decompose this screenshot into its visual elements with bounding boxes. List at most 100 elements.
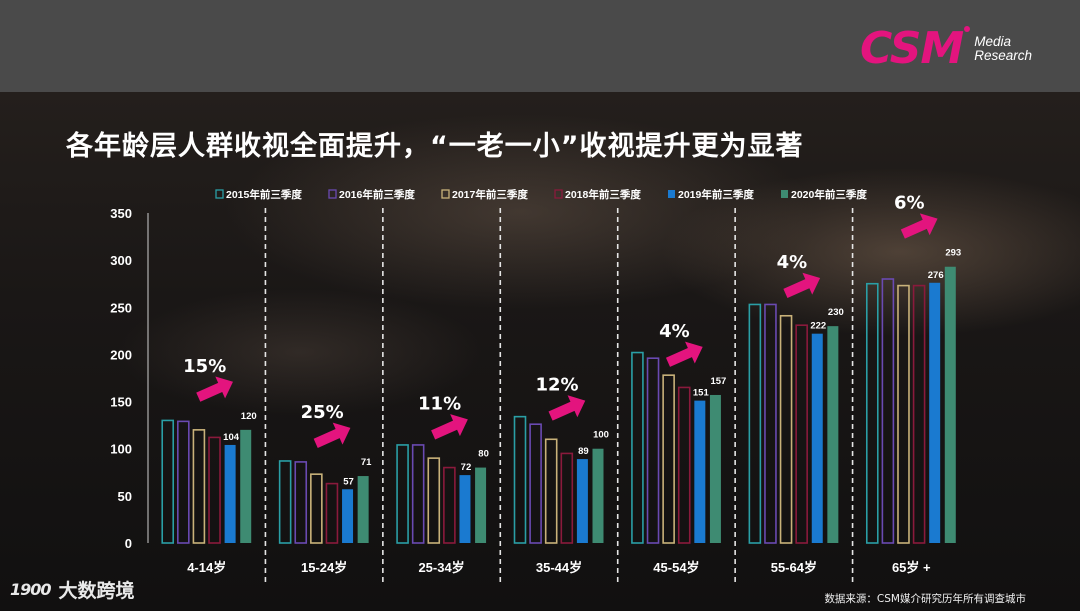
x-category-label: 65岁 + — [892, 560, 931, 575]
bar — [646, 357, 660, 544]
growth-arrow — [900, 213, 938, 239]
bar — [443, 466, 456, 544]
growth-arrow-shape — [548, 395, 586, 421]
bar — [459, 475, 471, 543]
growth-arrow-shape — [313, 422, 351, 448]
data-label-2020: 157 — [710, 376, 726, 387]
bar — [912, 284, 926, 544]
growth-arrow — [313, 422, 351, 448]
growth-arrow — [548, 395, 586, 421]
growth-arrow-shape — [665, 341, 703, 367]
y-tick-label: 200 — [110, 347, 132, 362]
bar — [240, 429, 252, 543]
background-photo — [0, 92, 1080, 611]
growth-arrow — [431, 414, 468, 440]
bar — [529, 423, 542, 544]
page-title: 各年龄层人群收视全面提升，“一老一小”收视提升更为显著 — [66, 131, 804, 162]
data-label-2020: 80 — [478, 449, 489, 460]
data-label-2020: 100 — [593, 430, 609, 441]
logo-mark: CSM — [860, 23, 964, 74]
bar — [310, 473, 323, 544]
bar — [662, 374, 675, 544]
bar — [278, 460, 292, 544]
y-tick-label: 0 — [125, 536, 132, 551]
growth-label: 11% — [418, 394, 461, 415]
bar — [944, 266, 956, 543]
bar — [827, 326, 839, 543]
bar — [631, 351, 644, 544]
data-label-2019: 104 — [223, 432, 240, 443]
bar — [779, 314, 793, 544]
bar — [592, 448, 604, 543]
bar — [357, 476, 369, 543]
y-tick-label: 350 — [110, 206, 132, 221]
logo-line-media: Media — [974, 34, 1011, 49]
legend-swatch — [554, 189, 563, 199]
data-label-2019: 222 — [810, 321, 826, 332]
y-tick-label: 50 — [118, 489, 132, 504]
bar — [427, 457, 441, 544]
x-category-label: 35-44岁 — [536, 560, 582, 575]
data-label-2019: 276 — [928, 270, 944, 281]
bar — [544, 438, 558, 544]
bar — [411, 444, 425, 544]
growth-label: 4% — [659, 321, 690, 342]
data-label-2020: 71 — [361, 457, 372, 468]
bar — [677, 386, 691, 544]
growth-label: 15% — [183, 356, 226, 377]
bar — [161, 419, 175, 544]
bar — [396, 444, 409, 544]
header-bar: CSM Media Research — [0, 0, 1080, 92]
csm-logo: CSM Media Research — [860, 26, 1032, 72]
source-note: 数据来源：CSM媒介研究历年所有调查城市 — [824, 593, 1026, 605]
bar — [897, 284, 910, 544]
x-category-label: 4-14岁 — [187, 560, 226, 575]
legend-label: 2020年前三季度 — [791, 188, 867, 201]
legend-label: 2018年前三季度 — [565, 188, 641, 201]
bar — [224, 444, 236, 543]
legend-label: 2015年前三季度 — [226, 188, 302, 201]
growth-arrow-shape — [431, 414, 468, 440]
legend-swatch — [781, 190, 788, 198]
x-category-label: 55-64岁 — [771, 560, 817, 575]
x-category-label: 45-54岁 — [653, 560, 699, 575]
growth-label: 4% — [777, 252, 808, 273]
bar — [177, 420, 190, 544]
bar — [208, 436, 221, 544]
logo-text: Media Research — [974, 35, 1032, 63]
legend-swatch — [441, 189, 450, 199]
data-label-2020: 293 — [945, 248, 961, 259]
bar — [560, 452, 574, 544]
bar — [709, 394, 721, 543]
bar — [929, 282, 941, 543]
data-label-2020: 230 — [828, 307, 844, 318]
bar — [342, 489, 354, 543]
logo-line-research: Research — [974, 48, 1032, 63]
growth-arrow — [783, 272, 821, 299]
data-label-2019: 89 — [578, 446, 589, 457]
bar — [192, 429, 206, 544]
legend-label: 2016年前三季度 — [339, 188, 415, 201]
x-category-label: 15-24岁 — [301, 560, 347, 575]
growth-arrow-shape — [900, 213, 938, 239]
legend-swatch — [328, 189, 337, 199]
logo-dot — [964, 26, 971, 32]
legend-label: 2017年前三季度 — [452, 188, 528, 201]
y-tick-label: 150 — [110, 395, 132, 410]
bar — [694, 400, 706, 543]
growth-arrow — [665, 341, 703, 367]
legend-swatch — [668, 190, 675, 198]
data-label-2019: 151 — [693, 388, 710, 399]
bar — [811, 333, 823, 543]
y-tick-label: 300 — [110, 253, 132, 268]
bar — [865, 282, 879, 544]
growth-arrow-shape — [196, 376, 233, 402]
legend-label: 2019年前三季度 — [678, 188, 754, 201]
legend-swatch — [215, 189, 224, 199]
growth-label: 6% — [894, 193, 925, 214]
growth-arrow — [196, 376, 233, 402]
growth-arrow-shape — [783, 272, 821, 299]
x-category-label: 25-34岁 — [418, 560, 464, 575]
bar — [748, 303, 762, 544]
